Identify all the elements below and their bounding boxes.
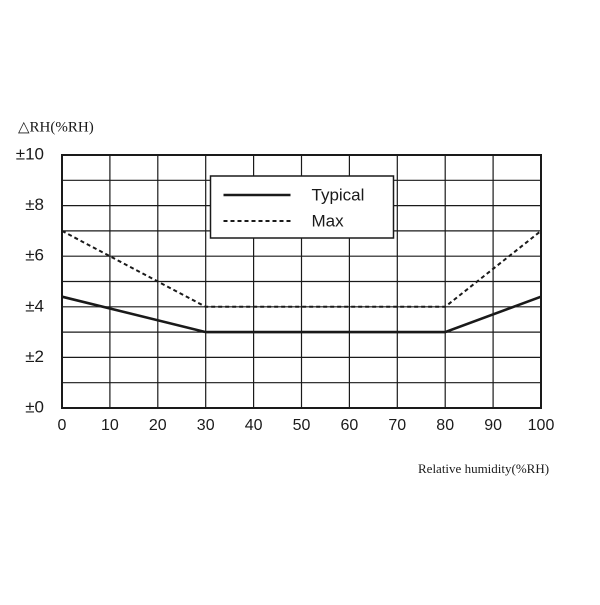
x-axis-label: Relative humidity(%RH) (418, 461, 549, 476)
y-tick-label: ±0 (25, 397, 44, 416)
series-line (61, 295, 542, 334)
y-tick-label: ±4 (25, 296, 44, 315)
series-line (61, 230, 542, 308)
legend-label: Typical (312, 185, 365, 204)
plot-frame (61, 154, 542, 409)
x-tick-label: 30 (197, 417, 215, 434)
x-tick-label: 10 (101, 417, 119, 434)
y-tick-label: ±2 (25, 347, 44, 366)
x-tick-label: 60 (341, 417, 359, 434)
y-axis-label: △RH(%RH) (18, 119, 94, 135)
x-tick-label: 100 (528, 417, 555, 434)
y-tick-label: ±8 (25, 195, 44, 214)
legend-box (209, 175, 395, 239)
legend-label: Max (312, 211, 345, 230)
x-tick-label: 80 (436, 417, 454, 434)
x-tick-label: 0 (58, 417, 67, 434)
x-tick-label: 90 (484, 417, 502, 434)
x-tick-label: 40 (245, 417, 263, 434)
x-tick-label: 70 (388, 417, 406, 434)
x-tick-label: 50 (293, 417, 311, 434)
y-tick-label: ±6 (25, 246, 44, 265)
y-tick-label: ±10 (16, 144, 44, 163)
x-tick-label: 20 (149, 417, 167, 434)
